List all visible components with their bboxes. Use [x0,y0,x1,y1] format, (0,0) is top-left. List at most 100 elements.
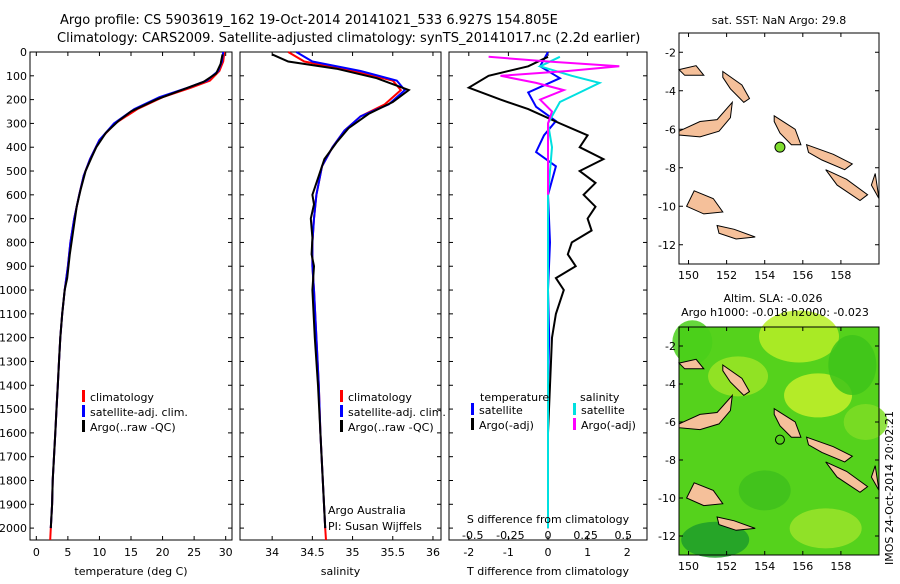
sla-patch [738,470,791,511]
depth-tick-label: 1700 [0,451,27,464]
x-tick-label: 2 [624,546,631,559]
depth-tick-label: 500 [6,165,27,178]
coastline [678,100,733,138]
legend-swatch [82,390,85,402]
map-lon-label: 152 [716,560,737,573]
map-lon-label: 158 [830,269,851,282]
coastline [805,436,854,463]
map-lat-label: -12 [658,239,676,252]
depth-tick-label: 0 [20,46,27,59]
legend-swatch [471,418,474,430]
map-lat-label: -8 [665,454,676,467]
depth-tick-label: 1100 [0,308,27,321]
x-tick-label: 1 [584,546,591,559]
map-frame [678,32,880,265]
depth-tick-label: 1000 [0,284,27,297]
legend-swatch [82,405,85,417]
map-title: sat. SST: NaN Argo: 29.8 [712,14,846,27]
top-tick-label: 0.25 [573,529,598,542]
sla-map: 150 152 154 156 158 -2 -4 -6 -8 -10 -12 Altim. SLA:… [658,292,888,573]
coastline [716,224,756,240]
x-tick-label: 0 [33,546,40,559]
top-tick-label: 0 [545,529,552,542]
x-tick-label: 0 [545,546,552,559]
legend-swatch [471,403,474,415]
sla-patch [828,335,877,395]
coastline [722,70,751,103]
x-tick-label: 36 [426,546,440,559]
map-subtitle: Argo h1000: -0.018 h2000: -0.023 [681,306,869,319]
depth-tick-label: 1800 [0,474,27,487]
depth-tick-label: 1200 [0,332,27,345]
depth-tick-label: 200 [6,94,27,107]
depth-tick-label: 1900 [0,498,27,511]
map-lat-label: -4 [665,378,676,391]
map-lat-label: -6 [665,123,676,136]
map-lat-label: -2 [665,46,676,59]
map-lat-label: -8 [665,162,676,175]
depth-tick-label: 900 [6,260,27,273]
coastline [825,461,869,493]
sla-patch [672,320,713,365]
depth-tick-label: 300 [6,117,27,130]
legend-entry: climatology [90,391,154,404]
map-lon-label: 156 [792,560,813,573]
top-tick-label: -0.5 [462,529,483,542]
depth-tick-label: 700 [6,213,27,226]
plot-frame [29,51,233,541]
sla-patch [759,310,839,363]
coastline [805,143,854,171]
series-line [537,55,603,529]
map-title: Altim. SLA: -0.026 [723,292,822,305]
float-marker [774,434,785,445]
depth-tick-label: 1300 [0,355,27,368]
coastline [825,169,869,202]
legend-entry: Argo(-adj) [581,419,636,432]
x-tick-label: -2 [463,546,474,559]
coastline [722,364,751,397]
coastline [685,190,724,215]
sla-patch [789,508,862,549]
x-tick-label: 10 [92,546,106,559]
depth-tick-label: 600 [6,189,27,202]
sla-patch [681,521,750,558]
footer-stamp: IMOS 24-Oct-2014 20:02:21 [883,411,896,565]
legend-swatch [340,405,343,417]
depth-tick-label: 1500 [0,403,27,416]
top-axis-label: S difference from climatology [467,513,630,526]
map-lon-label: 154 [754,269,775,282]
legend-swatch [573,403,576,415]
map-lon-label: 150 [678,560,699,573]
legend-entry: climatology [348,391,412,404]
depth-tick-label: 2000 [0,522,27,535]
series-line [49,54,224,529]
coastline [678,358,705,370]
coastline [773,407,802,438]
map-lat-label: -4 [665,85,676,98]
top-tick-label: 0.5 [614,529,632,542]
annotation-line: Argo Australia [328,504,406,517]
map-lon-label: 158 [830,560,851,573]
legend-entry: satellite-adj. clim. [90,406,188,419]
x-tick-label: 5 [64,546,71,559]
map-lat-label: -10 [658,492,676,505]
series-line [466,55,606,529]
series-line [49,51,225,529]
coastline [773,114,802,146]
x-tick-label: 34.5 [300,546,325,559]
x-tick-label: 25 [187,546,201,559]
map-lon-label: 152 [716,269,737,282]
legend-heading: temperature [480,391,549,404]
map-frame [678,326,880,556]
x-axis-label: temperature (deg C) [74,565,187,578]
legend-entry: satellite [479,404,523,417]
plot-frame [239,51,442,541]
x-tick-label: 15 [124,546,138,559]
x-tick-label: 35.5 [381,546,406,559]
legend-entry: satellite-adj. clim. [348,406,446,419]
legend-entry: Argo(..raw -QC) [90,421,176,434]
legend-swatch [573,418,576,430]
map-lat-label: -12 [658,530,676,543]
depth-tick-label: 100 [6,70,27,83]
